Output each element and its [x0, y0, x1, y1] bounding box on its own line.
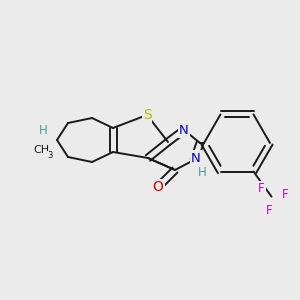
- Text: S: S: [142, 108, 152, 122]
- Text: N: N: [191, 152, 201, 164]
- Text: O: O: [153, 180, 164, 194]
- Text: CH: CH: [33, 145, 49, 155]
- Text: N: N: [179, 124, 189, 136]
- Text: F: F: [266, 204, 273, 217]
- Text: H: H: [198, 166, 206, 178]
- Text: 3: 3: [47, 152, 53, 160]
- Text: F: F: [282, 188, 289, 201]
- Text: H: H: [39, 124, 47, 136]
- Text: F: F: [258, 182, 265, 195]
